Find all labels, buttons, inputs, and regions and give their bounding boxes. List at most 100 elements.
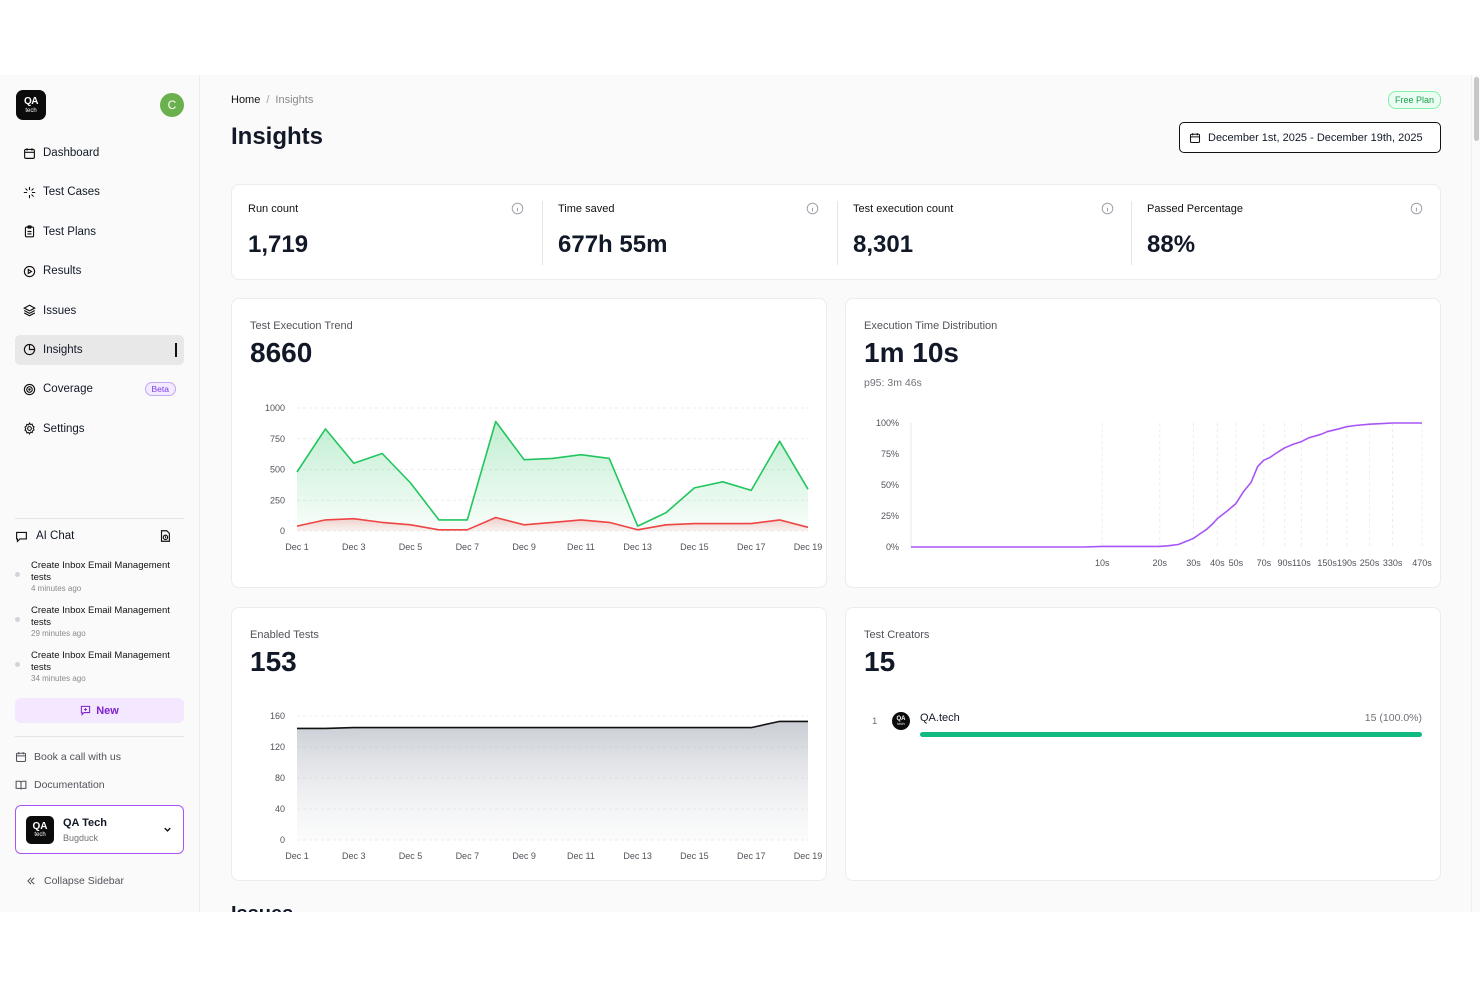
sidebar-item-issues[interactable]: Issues bbox=[15, 296, 184, 326]
documentation-link[interactable]: Documentation bbox=[15, 777, 105, 793]
x-tick-label: Dec 13 bbox=[623, 851, 652, 861]
calendar-icon bbox=[1189, 132, 1201, 143]
divider bbox=[15, 736, 184, 737]
chevrons-left-icon bbox=[27, 877, 35, 885]
user-avatar[interactable]: C bbox=[160, 93, 184, 117]
x-tick-label: Dec 9 bbox=[512, 851, 536, 861]
sidebar-item-test-plans[interactable]: Test Plans bbox=[15, 217, 184, 247]
divider bbox=[15, 518, 184, 519]
x-tick-label: Dec 11 bbox=[567, 542, 595, 552]
divider bbox=[837, 201, 838, 265]
x-tick-label: 50s bbox=[1229, 558, 1244, 568]
documentation-label: Documentation bbox=[34, 779, 105, 791]
card-title: Test Creators bbox=[864, 629, 930, 641]
chat-history-icon[interactable] bbox=[158, 529, 172, 543]
chat-history-item[interactable]: Create Inbox Email Management tests 29 m… bbox=[15, 605, 187, 639]
creator-row[interactable]: 1 QA tech QA.tech 15 (100.0%) bbox=[864, 712, 1422, 742]
sidebar-item-settings[interactable]: Settings bbox=[15, 414, 184, 444]
stat-test-execution-count: Test execution count 8,301 bbox=[837, 185, 1131, 281]
x-tick-label: 110s bbox=[1292, 558, 1311, 568]
y-tick-label: 500 bbox=[270, 465, 285, 475]
breadcrumb-separator: / bbox=[266, 94, 270, 106]
info-icon[interactable] bbox=[511, 202, 524, 215]
collapse-sidebar-button[interactable]: Collapse Sidebar bbox=[26, 875, 124, 887]
sidebar-item-test-cases[interactable]: Test Cases bbox=[15, 177, 184, 207]
book-call-link[interactable]: Book a call with us bbox=[15, 749, 121, 765]
card-value: 15 bbox=[864, 646, 896, 677]
x-tick-label: Dec 19 bbox=[794, 542, 823, 552]
sidebar-item-results[interactable]: Results bbox=[15, 256, 184, 286]
x-tick-label: Dec 3 bbox=[342, 851, 366, 861]
card-title: Test Execution Trend bbox=[250, 320, 353, 332]
x-tick-label: 250s bbox=[1360, 558, 1380, 568]
scrollbar-thumb[interactable] bbox=[1474, 77, 1479, 141]
test-execution-trend-chart[interactable]: 0 250 500 750 1000 Dec 1 Dec 3 Dec 5 Dec 7 Dec 9 D… bbox=[232, 299, 828, 589]
stats-panel: Run count 1,719 Time saved 677h 55m Test… bbox=[231, 184, 1441, 280]
chat-title: Create Inbox Email Management tests bbox=[31, 605, 170, 628]
stat-run-count: Run count 1,719 bbox=[232, 185, 542, 281]
series-line bbox=[296, 420, 809, 527]
x-tick-label: Dec 15 bbox=[680, 851, 709, 861]
execution-time-distribution-chart[interactable]: 0% 25% 50% 75% 100% 10s 20s 30s 40s 50s 70s 90s 110s… bbox=[846, 299, 1442, 589]
sidebar-item-coverage[interactable]: Coverage Beta bbox=[15, 374, 184, 404]
x-tick-label: Dec 5 bbox=[399, 542, 423, 552]
breadcrumb: Home / Insights bbox=[231, 94, 313, 106]
x-tick-label: Dec 19 bbox=[794, 851, 823, 861]
test-execution-trend-card: 0 250 500 750 1000 Dec 1 Dec 3 Dec 5 Dec 7 Dec 9 D… bbox=[231, 298, 827, 588]
y-tick-label: 40 bbox=[275, 804, 285, 814]
date-range-picker[interactable]: December 1st, 2025 - December 19th, 2025 bbox=[1179, 122, 1441, 153]
breadcrumb-home[interactable]: Home bbox=[231, 94, 261, 106]
test-creators-card: Test Creators 15 1 QA tech QA.tech 15 (1… bbox=[845, 607, 1441, 881]
page-scrollbar[interactable] bbox=[1471, 75, 1480, 912]
chat-history-item[interactable]: Create Inbox Email Management tests 4 mi… bbox=[15, 560, 187, 594]
stat-label: Run count bbox=[248, 203, 299, 215]
stat-passed-percentage: Passed Percentage 88% bbox=[1131, 185, 1441, 281]
x-tick-label: 470s bbox=[1412, 558, 1432, 568]
date-range-label: December 1st, 2025 - December 19th, 2025 bbox=[1208, 131, 1423, 144]
card-value: 8660 bbox=[250, 337, 313, 368]
enabled-tests-chart[interactable]: 0 40 80 120 160 Dec 1 Dec 3 Dec 5 Dec 7 Dec 9 Dec … bbox=[232, 608, 828, 882]
stat-value: 677h 55m bbox=[558, 231, 668, 258]
y-tick-label: 0 bbox=[280, 835, 285, 845]
sidebar-item-dashboard[interactable]: Dashboard bbox=[15, 138, 184, 168]
sidebar-item-label: Coverage bbox=[43, 383, 93, 396]
x-tick-label: 330s bbox=[1383, 558, 1403, 568]
info-icon[interactable] bbox=[1410, 202, 1423, 215]
qa-tech-logo[interactable]: QA tech bbox=[16, 90, 46, 120]
x-tick-label: 20s bbox=[1153, 558, 1168, 568]
new-chat-button[interactable]: New bbox=[15, 698, 184, 723]
info-icon[interactable] bbox=[806, 202, 819, 215]
y-tick-label: 0 bbox=[280, 526, 285, 536]
org-switcher[interactable]: QA tech QA Tech Bugduck bbox=[15, 805, 184, 854]
y-tick-label: 250 bbox=[270, 495, 285, 505]
ai-chat-label: AI Chat bbox=[36, 530, 75, 542]
y-tick-label: 80 bbox=[275, 773, 285, 783]
beta-badge: Beta bbox=[144, 382, 176, 397]
chat-title: Create Inbox Email Management tests bbox=[31, 650, 170, 673]
x-tick-label: Dec 13 bbox=[623, 542, 652, 552]
card-title: Enabled Tests bbox=[250, 629, 319, 641]
chat-history-item[interactable]: Create Inbox Email Management tests 34 m… bbox=[15, 650, 187, 684]
stat-value: 88% bbox=[1147, 231, 1196, 258]
y-tick-label: 50% bbox=[881, 480, 899, 490]
sidebar-item-insights[interactable]: Insights bbox=[15, 334, 184, 365]
chat-time: 29 minutes ago bbox=[31, 629, 86, 638]
x-tick-label: Dec 17 bbox=[737, 851, 766, 861]
new-chat-label: New bbox=[96, 704, 119, 717]
y-tick-label: 75% bbox=[881, 449, 899, 459]
chat-icon bbox=[16, 531, 27, 543]
info-icon[interactable] bbox=[1101, 202, 1114, 215]
plan-badge[interactable]: Free Plan bbox=[1387, 91, 1441, 109]
x-tick-label: 30s bbox=[1186, 558, 1201, 568]
layers-icon bbox=[23, 304, 36, 317]
stat-label: Test execution count bbox=[853, 203, 954, 215]
ai-chat-header[interactable]: AI Chat bbox=[15, 527, 184, 545]
y-tick-label: 25% bbox=[881, 511, 899, 521]
app-window: QA tech C Dashboard Test Cases Test Plan… bbox=[0, 75, 1480, 912]
y-tick-label: 160 bbox=[270, 711, 285, 721]
page-title: Insights bbox=[231, 123, 324, 150]
divider bbox=[1131, 201, 1132, 265]
x-tick-label: Dec 1 bbox=[285, 542, 309, 552]
x-tick-label: Dec 3 bbox=[342, 542, 366, 552]
status-dot bbox=[15, 617, 20, 622]
